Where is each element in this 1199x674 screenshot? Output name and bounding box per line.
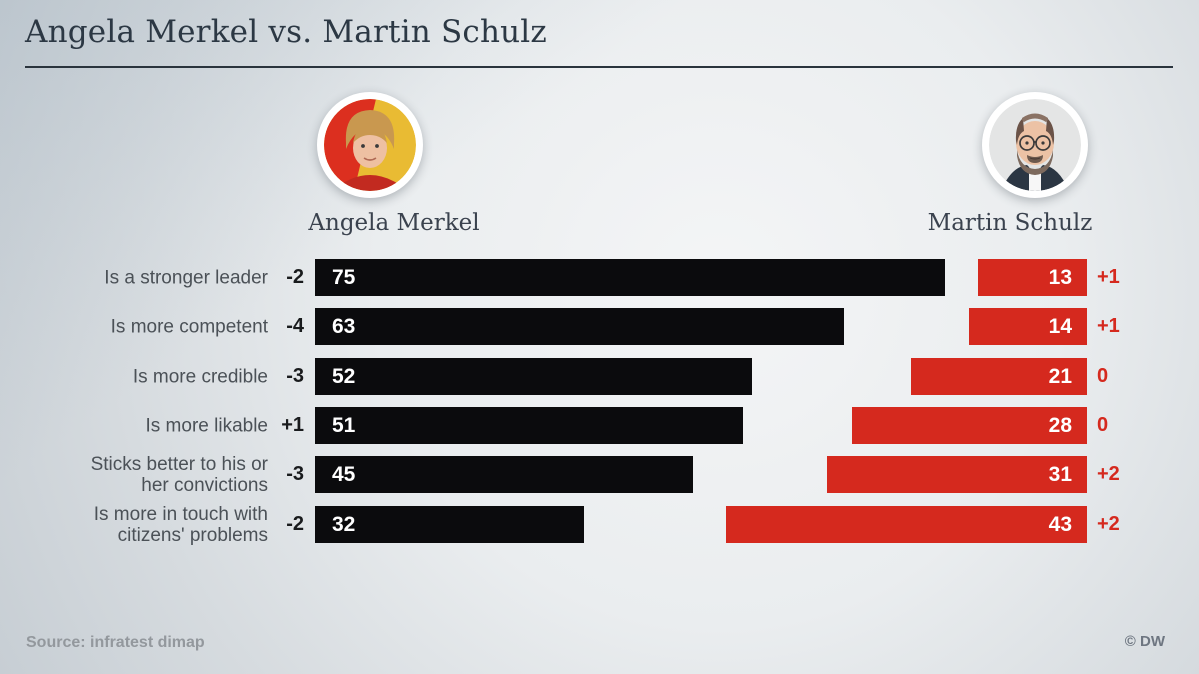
merkel-bar-value: 52 [332,365,356,388]
schulz-bar-value: 31 [1048,463,1072,486]
merkel-bar: 45 [315,456,693,493]
category-label: Is more credible [132,366,268,387]
merkel-change-label: -2 [286,266,304,288]
schulz-change-label: +1 [1097,266,1120,288]
merkel-bar-value: 45 [332,463,356,486]
schulz-change-label: +2 [1097,513,1120,535]
merkel-bar: 32 [315,506,584,543]
merkel-change-label: -2 [286,513,304,535]
schulz-bar: 43 [726,506,1087,543]
merkel-change-label: -3 [286,365,304,387]
schulz-change-label: +2 [1097,463,1120,485]
merkel-change-label: -3 [286,463,304,485]
category-label: Sticks better to his or her convictions [90,453,268,496]
bar-row: Is more competent -4 63 14 +1 [0,308,1199,345]
merkel-bar-value: 32 [332,513,356,536]
schulz-bar-value: 43 [1048,513,1072,536]
schulz-bar: 13 [978,259,1087,296]
merkel-change-label: +1 [281,414,304,436]
schulz-name-label: Martin Schulz [927,210,1093,236]
merkel-bar: 75 [315,259,945,296]
bar-row: Is more in touch with citizens' problems … [0,503,1199,546]
schulz-change-label: +1 [1097,315,1120,337]
schulz-bar-value: 28 [1048,414,1072,437]
source-note: Source: infratest dimap [26,634,205,651]
merkel-change-label: -4 [286,315,304,337]
bar-row: Is more likable +1 51 28 0 [0,407,1199,444]
merkel-bar-value: 51 [332,414,356,437]
merkel-portrait-icon [324,99,416,191]
schulz-bar: 14 [969,308,1087,345]
merkel-bar: 52 [315,358,752,395]
merkel-bar-value: 75 [332,266,356,289]
schulz-portrait-icon [989,99,1081,191]
schulz-bar: 31 [827,456,1087,493]
schulz-avatar [982,92,1088,198]
merkel-name-label: Angela Merkel [308,210,480,236]
schulz-bar-value: 14 [1048,315,1072,338]
merkel-bar: 51 [315,407,743,444]
merkel-avatar [317,92,423,198]
schulz-bar-value: 21 [1048,365,1072,388]
schulz-bar-value: 13 [1048,266,1072,289]
schulz-change-label: 0 [1097,414,1109,436]
copyright-note: © DW [1124,633,1165,650]
category-label: Is more in touch with citizens' problems [93,503,268,546]
category-label: Is more competent [110,316,268,337]
bar-row: Is a stronger leader -2 75 13 +1 [0,259,1199,296]
bar-row: Is more credible -3 52 21 0 [0,358,1199,395]
merkel-bar-value: 63 [332,315,356,338]
category-label: Is more likable [145,415,269,436]
merkel-bar: 63 [315,308,844,345]
schulz-bar: 21 [911,358,1087,395]
title-underline [25,66,1173,68]
schulz-bar: 28 [852,407,1087,444]
schulz-change-label: 0 [1097,365,1109,387]
bar-row: Sticks better to his or her convictions -… [0,453,1199,496]
category-label: Is a stronger leader [104,267,268,288]
page-title: Angela Merkel vs. Martin Schulz [25,14,547,50]
